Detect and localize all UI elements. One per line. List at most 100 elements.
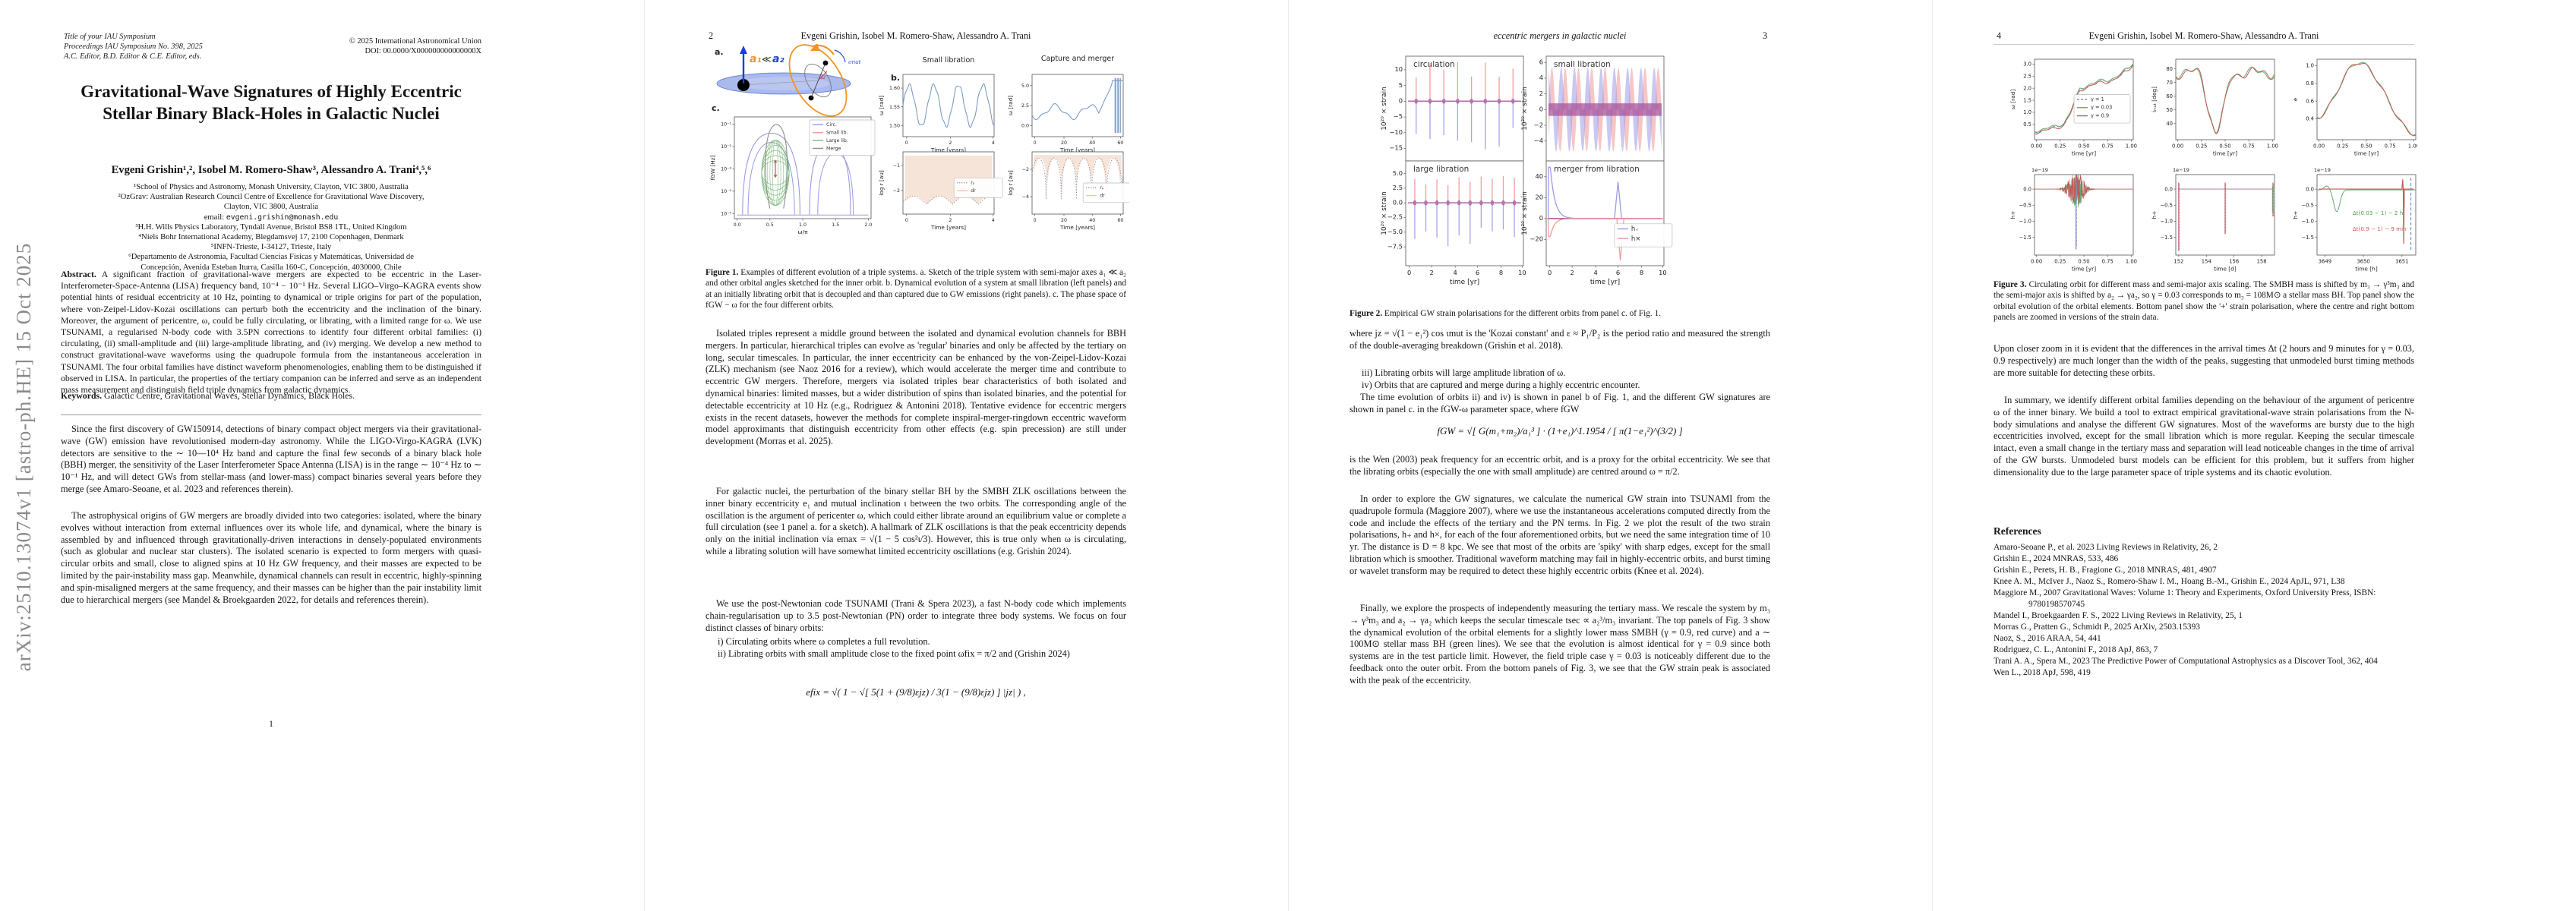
svg-text:3649: 3649: [2319, 258, 2331, 264]
svg-text:0: 0: [1034, 218, 1037, 223]
svg-text:0.75: 0.75: [2102, 258, 2114, 264]
svg-text:0.50: 0.50: [2078, 258, 2089, 264]
svg-text:0.00: 0.00: [2031, 258, 2042, 264]
svg-text:e: e: [2292, 97, 2299, 101]
svg-text:1.0: 1.0: [2306, 63, 2314, 69]
svg-text:1.5: 1.5: [2023, 97, 2031, 103]
imprint-line: Proceedings IAU Symposium No. 398, 2025: [64, 43, 203, 51]
list-item: iv) Orbits that are captured and merge d…: [1362, 380, 1640, 390]
arxiv-stamp: arXiv:2510.13074v1 [astro-ph.HE] 15 Oct …: [12, 242, 35, 672]
svg-text:−2: −2: [1022, 167, 1029, 172]
svg-text:0.0: 0.0: [2164, 186, 2173, 192]
svg-text:0.0: 0.0: [2023, 186, 2031, 192]
svg-text:4: 4: [1453, 269, 1457, 276]
svg-text:a₂: a₂: [772, 53, 784, 65]
svg-text:0.8: 0.8: [2306, 80, 2314, 87]
figure-1-caption: Figure 1. Examples of different evolutio…: [706, 267, 1126, 310]
svg-text:8: 8: [1499, 269, 1503, 276]
abstract: Abstract. A significant fraction of grav…: [61, 269, 481, 396]
svg-text:2: 2: [949, 218, 952, 223]
reference-item: Amaro-Seoane P., et al. 2023 Living Revi…: [1994, 543, 2218, 552]
reference-item: Wen L., 2018 ApJ, 598, 419: [1994, 668, 2091, 677]
svg-text:−20: −20: [1530, 235, 1543, 243]
svg-text:10⁻⁴: 10⁻⁴: [721, 189, 731, 194]
reference-item: Morras G., Pratten G., Schmidt P., 2025 …: [1994, 623, 2200, 632]
svg-text:2.5: 2.5: [1393, 184, 1403, 191]
svg-text:20: 20: [1535, 194, 1543, 201]
imprint-left: Title of your IAU Symposium Proceedings …: [64, 32, 276, 61]
running-page-number: 2: [709, 30, 714, 41]
abstract-label: Abstract.: [61, 269, 96, 279]
svg-text:a₁: a₁: [750, 53, 762, 65]
svg-text:time [yr]: time [yr]: [2072, 150, 2096, 157]
svg-text:60: 60: [2166, 93, 2173, 99]
affiliation-line: ³H.H. Wills Physics Laboratory, Tyndall …: [135, 222, 407, 232]
svg-text:0.00: 0.00: [2172, 143, 2183, 149]
svg-text:10⁻³: 10⁻³: [721, 167, 731, 172]
svg-text:158: 158: [2257, 258, 2267, 264]
svg-text:≪: ≪: [762, 54, 772, 65]
references-list: Amaro-Seoane P., et al. 2023 Living Revi…: [1994, 542, 2414, 679]
svg-text:h₊: h₊: [1631, 225, 1639, 233]
svg-text:0.6: 0.6: [2306, 98, 2314, 104]
svg-text:1.00: 1.00: [2126, 143, 2137, 149]
svg-text:dr: dr: [1100, 194, 1105, 199]
figure-2-caption: Figure 2. Empirical GW strain polarisati…: [1350, 308, 1770, 319]
svg-text:20: 20: [1061, 140, 1067, 146]
svg-text:40: 40: [1089, 218, 1095, 223]
svg-text:3650: 3650: [2357, 258, 2369, 264]
svg-text:4: 4: [1593, 269, 1597, 276]
list-item: ii) Librating orbits with small amplitud…: [718, 648, 1070, 659]
svg-text:c.: c.: [712, 103, 720, 113]
paragraph: Upon closer zoom in it is evident that t…: [1994, 343, 2414, 378]
svg-text:−7.5: −7.5: [1387, 242, 1403, 250]
equation-fgw: fGW = √[ G(m₁+m₂)/a₁³ ] · (1+e₁)^1.1954 …: [1437, 425, 1683, 437]
svg-text:70: 70: [2166, 80, 2173, 86]
svg-text:time [h]: time [h]: [2355, 266, 2378, 273]
page-number: 1: [269, 718, 273, 729]
svg-text:10: 10: [1394, 65, 1403, 73]
svg-text:−5.0: −5.0: [1387, 228, 1403, 235]
svg-text:10²⁰ × strain: 10²⁰ × strain: [1521, 191, 1529, 235]
svg-text:40: 40: [2166, 121, 2173, 127]
svg-text:2.0: 2.0: [864, 222, 872, 228]
svg-text:Δt(0.03 − 1) ~ 2 h: Δt(0.03 − 1) ~ 2 h: [2353, 210, 2404, 216]
svg-text:dr: dr: [971, 188, 976, 194]
svg-text:40: 40: [1535, 172, 1543, 180]
svg-text:10: 10: [1518, 269, 1526, 276]
svg-text:2: 2: [1570, 269, 1574, 276]
svg-text:γ = 0.9: γ = 0.9: [2091, 113, 2109, 119]
svg-text:−1.5: −1.5: [2019, 235, 2031, 241]
svg-text:large libration: large libration: [1413, 165, 1469, 174]
svg-text:1.00: 1.00: [2267, 143, 2278, 149]
svg-text:0.50: 0.50: [2219, 143, 2230, 149]
svg-text:0.75: 0.75: [2385, 143, 2396, 149]
svg-text:h+: h+: [2009, 211, 2016, 219]
svg-text:Time [years]: Time [years]: [1059, 147, 1095, 153]
svg-text:152: 152: [2174, 258, 2183, 264]
svg-text:6: 6: [1476, 269, 1479, 276]
affiliation-line: ⁴Niels Bohr International Academy, Blegd…: [138, 233, 404, 242]
svg-text:h+: h+: [2292, 211, 2299, 219]
svg-text:−4: −4: [1534, 137, 1543, 144]
figure-3-caption: Figure 3. Circulating orbit for differen…: [1994, 279, 2414, 323]
svg-text:−2.5: −2.5: [1387, 213, 1403, 221]
svg-text:10: 10: [1659, 269, 1667, 276]
svg-text:−15: −15: [1389, 144, 1403, 152]
svg-text:1.0: 1.0: [2023, 109, 2031, 115]
svg-text:Large lib.: Large lib.: [826, 138, 848, 143]
figure-2-caption-text: Empirical GW strain polarisations for th…: [1384, 309, 1662, 318]
svg-text:small libration: small libration: [1554, 60, 1611, 69]
svg-text:2.0: 2.0: [2023, 85, 2031, 91]
svg-text:2.5: 2.5: [2023, 73, 2031, 79]
svg-text:1.50: 1.50: [889, 123, 900, 128]
svg-text:−2: −2: [1534, 121, 1543, 128]
svg-text:4: 4: [992, 140, 995, 146]
svg-text:40: 40: [1089, 140, 1095, 146]
svg-text:−4: −4: [1022, 194, 1029, 200]
svg-text:0.0: 0.0: [734, 222, 741, 228]
references-heading: References: [1994, 525, 2041, 537]
svg-text:Δt(0.9 − 1) ~ 9 min: Δt(0.9 − 1) ~ 9 min: [2353, 225, 2407, 232]
svg-text:Capture and merger: Capture and merger: [1041, 55, 1114, 63]
